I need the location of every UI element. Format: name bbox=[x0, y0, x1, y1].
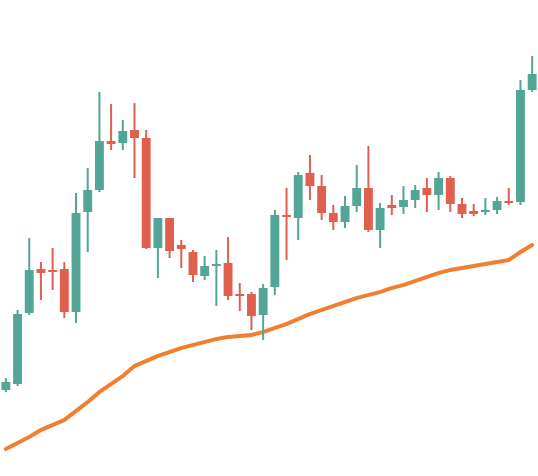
candle-body bbox=[223, 263, 233, 296]
candle-body bbox=[211, 264, 221, 266]
candle-body bbox=[469, 211, 479, 214]
candle-body bbox=[282, 215, 291, 217]
candle-body bbox=[480, 210, 490, 212]
candle-body bbox=[340, 206, 350, 222]
candle-body bbox=[504, 201, 514, 203]
candle-body bbox=[422, 188, 432, 195]
candle-body bbox=[59, 269, 69, 312]
candle-body bbox=[527, 74, 537, 90]
candle-body bbox=[94, 141, 104, 190]
candle-body bbox=[176, 245, 186, 249]
candle-body bbox=[235, 294, 245, 296]
candle-body bbox=[293, 175, 303, 218]
candle-body bbox=[352, 188, 362, 206]
candle-body bbox=[445, 178, 455, 204]
candle-body bbox=[71, 213, 81, 312]
candle-body bbox=[24, 270, 34, 313]
candle-body bbox=[83, 190, 93, 212]
candle-body bbox=[258, 288, 268, 315]
candle-body bbox=[375, 208, 385, 230]
candle-body bbox=[305, 173, 315, 186]
candle-body bbox=[492, 201, 502, 210]
moving-average-line bbox=[3, 243, 535, 451]
candle-body bbox=[1, 382, 11, 390]
candle-body bbox=[200, 266, 210, 276]
candle-body bbox=[48, 270, 58, 272]
candle-body bbox=[363, 188, 373, 230]
candle-body bbox=[457, 204, 467, 214]
candle-body bbox=[317, 186, 327, 213]
candle-body bbox=[328, 213, 338, 222]
candle-body bbox=[410, 190, 420, 200]
candle-body bbox=[188, 252, 198, 275]
candle-body bbox=[13, 314, 22, 384]
candle-body bbox=[36, 269, 46, 273]
candle-body bbox=[399, 200, 408, 207]
candle-body bbox=[130, 130, 139, 138]
candle-body bbox=[270, 215, 280, 287]
candle-body bbox=[434, 178, 444, 195]
candle-body bbox=[516, 90, 525, 202]
candle-body bbox=[118, 131, 128, 143]
candle-body bbox=[141, 138, 151, 248]
candle-body bbox=[247, 294, 256, 316]
candle-body bbox=[106, 141, 116, 144]
candle-body bbox=[165, 218, 175, 251]
candle-body bbox=[153, 218, 163, 248]
candle-body bbox=[387, 205, 397, 208]
